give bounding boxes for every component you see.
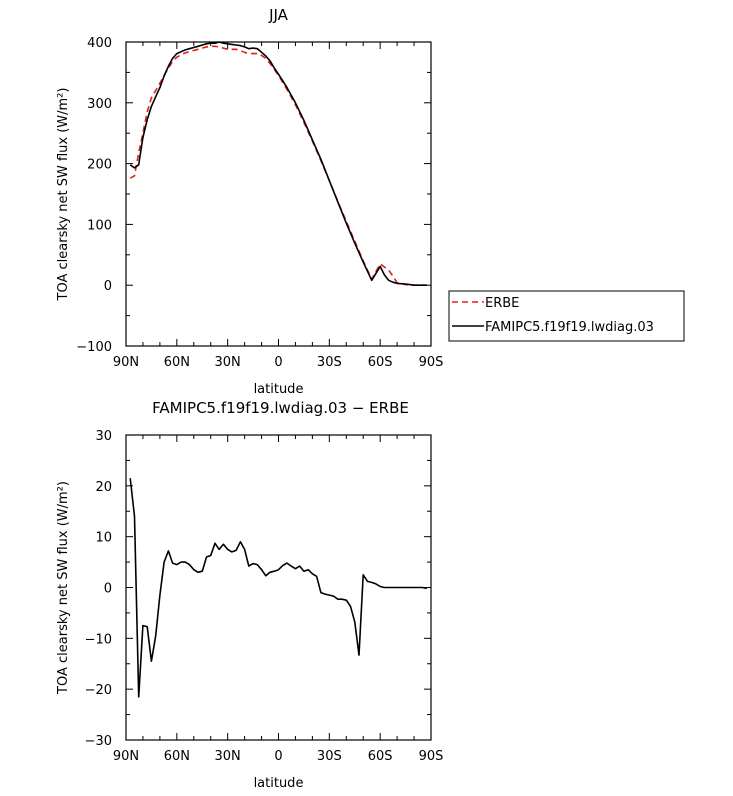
x-tick-label: 30S (317, 355, 342, 370)
x-tick-label: 0 (274, 355, 282, 370)
panel-title: JJA (268, 6, 289, 24)
x-tick-label: 0 (274, 749, 282, 764)
y-tick-label: 400 (87, 36, 112, 51)
y-tick-label: −20 (85, 683, 112, 698)
y-tick-label: 0 (104, 279, 112, 294)
x-tick-label: 60N (164, 355, 190, 370)
y-axis-label: TOA clearsky net SW flux (W/m²) (56, 88, 71, 302)
legend-label-model: FAMIPC5.f19f19.lwdiag.03 (485, 320, 654, 335)
x-tick-label: 90N (113, 355, 139, 370)
y-tick-label: 30 (95, 429, 112, 444)
legend: ERBE FAMIPC5.f19f19.lwdiag.03 (448, 290, 685, 342)
x-tick-label: 90S (419, 749, 444, 764)
x-axis-label: latitude (254, 382, 304, 397)
y-tick-label: 20 (95, 480, 112, 495)
y-tick-label: 300 (87, 97, 112, 112)
x-tick-label: 60S (368, 749, 393, 764)
y-tick-label: 200 (87, 158, 112, 173)
x-axis-label: latitude (254, 776, 304, 791)
plot-area: 90N 60N 30N 0 30S 60S 90S −30 −20 −10 0 10 20 30 (85, 429, 444, 764)
difference-panel: FAMIPC5.f19f19.lwdiag.03 − ERBE 90N 60N 30… (56, 399, 443, 791)
plot-area: 90N 60N 30N 0 30S 60S 90S −100 0 100 200 300 400 (76, 36, 443, 370)
x-tick-label: 60N (164, 749, 190, 764)
x-tick-label: 60S (368, 355, 393, 370)
y-tick-label: −100 (76, 340, 112, 355)
series-line-0 (129, 478, 427, 698)
y-tick-label: 0 (104, 582, 112, 597)
x-tick-label: 30N (215, 749, 241, 764)
y-tick-label: −30 (85, 734, 112, 749)
x-tick-label: 30N (215, 355, 241, 370)
series-line-1 (129, 41, 427, 287)
y-tick-label: 100 (87, 218, 112, 233)
y-axis-label: TOA clearsky net SW flux (W/m²) (56, 481, 71, 695)
legend-label-erbe: ERBE (485, 296, 519, 311)
series-line-0 (129, 45, 427, 287)
panel-title: FAMIPC5.f19f19.lwdiag.03 − ERBE (152, 399, 409, 417)
x-tick-label: 90N (113, 749, 139, 764)
y-tick-label: −10 (85, 632, 112, 647)
mean-flux-panel: JJA 90N 60N 30N 0 30S 60S 90S −100 0 100 200 300 400… (56, 6, 685, 397)
x-tick-label: 90S (419, 355, 444, 370)
plot-frame (125, 41, 432, 347)
legend-box (448, 290, 685, 342)
y-tick-label: 10 (95, 531, 112, 546)
x-tick-label: 30S (317, 749, 342, 764)
